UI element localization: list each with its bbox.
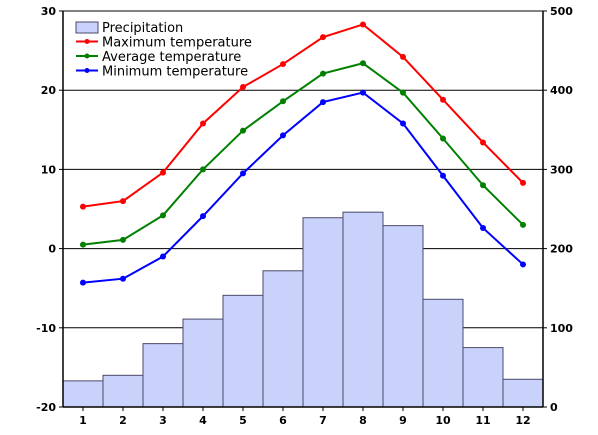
legend-label: Precipitation <box>102 21 183 36</box>
precipitation-bar <box>382 225 424 408</box>
data-point <box>440 135 446 142</box>
precipitation-bar <box>342 211 384 408</box>
x-tick-label: 5 <box>239 414 247 427</box>
data-point <box>360 89 366 96</box>
data-point <box>120 236 126 243</box>
data-point <box>320 99 326 106</box>
data-point <box>280 61 286 68</box>
precipitation-bar <box>182 318 224 408</box>
data-point <box>360 60 366 67</box>
data-point <box>320 70 326 77</box>
precipitation-bar <box>422 298 464 408</box>
data-point <box>200 166 206 173</box>
data-point <box>80 279 86 286</box>
x-tick-label: 6 <box>279 414 287 427</box>
data-point <box>400 120 406 127</box>
precipitation-bar <box>222 294 264 408</box>
left-tick-label: 20 <box>41 84 57 97</box>
legend-marker <box>84 53 90 59</box>
x-tick-label: 7 <box>319 414 327 427</box>
data-point <box>200 213 206 220</box>
x-tick-label: 11 <box>475 414 490 427</box>
precipitation-bars <box>62 211 544 408</box>
data-point <box>520 221 526 228</box>
temperature-lines <box>80 21 526 286</box>
x-tick-label: 9 <box>399 414 407 427</box>
left-tick-label: 0 <box>48 243 56 256</box>
data-point <box>400 89 406 96</box>
right-tick-label: 500 <box>550 5 573 18</box>
left-tick-label: 30 <box>41 5 57 18</box>
x-tick-label: 4 <box>199 414 207 427</box>
data-point <box>160 212 166 219</box>
left-tick-label: 10 <box>41 163 57 176</box>
data-point <box>320 34 326 41</box>
data-point <box>280 132 286 139</box>
precipitation-bar <box>502 378 544 408</box>
x-tick-label: 10 <box>435 414 451 427</box>
data-point <box>240 84 246 91</box>
series-line <box>82 62 524 246</box>
precipitation-bar <box>62 380 104 408</box>
data-point <box>360 21 366 28</box>
x-tick-label: 2 <box>119 414 127 427</box>
right-tick-label: 200 <box>550 243 573 256</box>
series-line <box>82 91 524 284</box>
data-point <box>400 53 406 60</box>
data-point <box>520 179 526 186</box>
right-tick-label: 0 <box>550 401 558 414</box>
x-tick-label: 1 <box>79 414 87 427</box>
legend-marker <box>84 68 90 73</box>
legend-label: Minimum temperature <box>102 65 248 80</box>
data-point <box>440 172 446 179</box>
data-point <box>120 198 126 205</box>
precipitation-bar <box>462 347 504 408</box>
legend-swatch-precipitation <box>75 21 99 34</box>
right-tick-label: 100 <box>550 322 573 335</box>
x-tick-label: 3 <box>159 414 167 427</box>
right-tick-label: 400 <box>550 84 573 97</box>
legend-label: Average temperature <box>102 50 241 65</box>
data-point <box>280 98 286 105</box>
legend-label: Maximum temperature <box>102 36 252 51</box>
data-point <box>80 241 86 248</box>
data-point <box>480 225 486 232</box>
precipitation-bar <box>142 343 184 408</box>
precipitation-bar <box>262 270 304 408</box>
data-point <box>120 275 126 282</box>
data-point <box>240 170 246 177</box>
precipitation-bar <box>302 217 344 408</box>
left-tick-label: -20 <box>36 401 56 414</box>
x-tick-label: 8 <box>359 414 367 427</box>
data-point <box>240 127 246 134</box>
series-line <box>82 23 524 208</box>
data-point <box>520 261 526 268</box>
right-tick-label: 300 <box>550 163 573 176</box>
left-tick-label: -10 <box>36 322 56 335</box>
data-point <box>480 139 486 146</box>
data-point <box>160 253 166 260</box>
data-point <box>160 169 166 176</box>
data-point <box>200 120 206 127</box>
data-point <box>480 182 486 189</box>
x-tick-label: 12 <box>515 414 530 427</box>
data-point <box>440 96 446 103</box>
data-point <box>80 203 86 210</box>
precipitation-bar <box>102 374 144 408</box>
legend-marker <box>84 39 90 44</box>
